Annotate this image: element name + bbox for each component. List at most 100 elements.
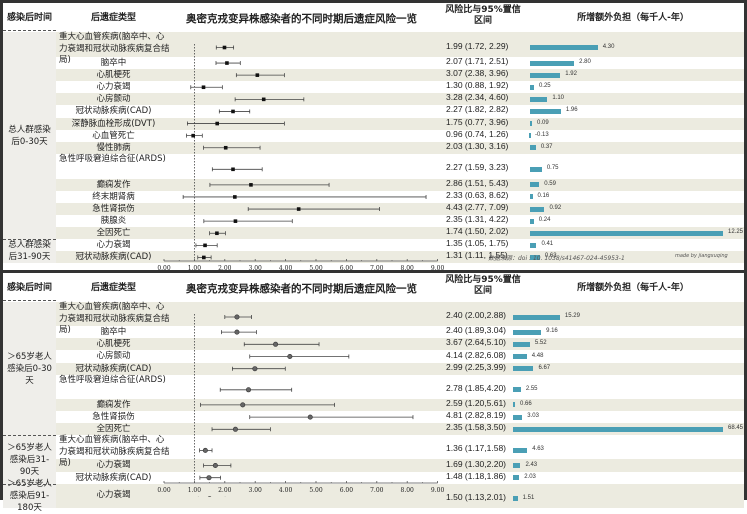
- burden-value: 15.29: [565, 313, 580, 319]
- hr-value: 4.43 (2.77, 7.09): [446, 202, 508, 212]
- burden-bar: [530, 145, 536, 150]
- hr-point: [231, 168, 235, 172]
- burden-value: 1.10: [552, 95, 564, 101]
- hr-point: [234, 219, 238, 223]
- burden-bar: [530, 109, 561, 114]
- hr-point: [224, 146, 228, 150]
- burden-bar: [513, 427, 723, 432]
- burden-bar: [530, 194, 533, 199]
- hr-value: 4.14 (2.82,6.08): [446, 350, 506, 360]
- hr-point: [231, 110, 235, 114]
- outcome-label: 心肌梗死: [56, 338, 171, 350]
- x-tick-label: 2.00: [213, 487, 237, 494]
- hr-value: 1.75 (0.77, 3.96): [446, 117, 508, 127]
- hr-point: [233, 427, 237, 431]
- hr-value: 1.35 (1.05, 1.75): [446, 238, 508, 248]
- hr-point: [215, 122, 219, 126]
- burden-bar: [513, 475, 519, 480]
- burden-bar: [513, 415, 522, 420]
- burden-bar: [513, 387, 521, 392]
- outcome-label: 脑卒中: [56, 57, 171, 69]
- burden-bar: [530, 243, 536, 248]
- outcome-label: 冠状动脉疾病(CAD): [56, 105, 171, 117]
- hr-value: 2.40 (2.00,2.88): [446, 310, 506, 320]
- hr-value: 1.36 (1.17,1.58): [446, 443, 506, 453]
- outcome-label: 全因死亡: [56, 227, 171, 239]
- burden-bar: [530, 219, 534, 224]
- hr-value: 2.35 (1.58,3.50): [446, 422, 506, 432]
- hr-value: 2.03 (1.30, 3.16): [446, 141, 508, 151]
- burden-bar: [530, 85, 534, 90]
- hr-point: [207, 476, 211, 480]
- hr-point: [203, 448, 207, 452]
- burden-bar: [530, 231, 723, 236]
- data-source: 数据来源：doi : 10. 1038/s41467-024-45953-1: [488, 253, 625, 262]
- outcome-label: 心血管死亡: [56, 130, 171, 142]
- hr-value: 1.30 (0.88, 1.92): [446, 80, 508, 90]
- burden-bar: [513, 496, 518, 501]
- hr-value: 2.27 (1.82, 2.82): [446, 104, 508, 114]
- burden-bar: [530, 167, 542, 172]
- burden-bar: [530, 73, 560, 78]
- burden-value: 1.96: [566, 107, 578, 113]
- outcome-label: 重大心血管疾病(脑卒中、心力衰竭和冠状动脉疾病复合结局): [56, 302, 171, 326]
- burden-bar: [530, 207, 544, 212]
- burden-value: 0.59: [544, 181, 556, 187]
- burden-value: 0.66: [520, 401, 532, 407]
- burden-bar: [513, 330, 541, 335]
- burden-value: 2.03: [524, 474, 536, 480]
- hr-value: 1.99 (1.72, 2.29): [446, 41, 508, 51]
- hr-point: [213, 463, 217, 467]
- burden-bar: [513, 315, 560, 320]
- hr-value: 1.48 (1.18,1.86): [446, 471, 506, 481]
- hr-point: [273, 342, 277, 346]
- outcome-label: 全因死亡: [56, 423, 171, 435]
- outcome-label: 心力衰竭: [56, 239, 171, 251]
- x-tick-label: 4.00: [274, 487, 298, 494]
- hr-point: [241, 403, 245, 407]
- burden-value: 5.52: [535, 340, 547, 346]
- x-tick-label: 8.00: [395, 487, 419, 494]
- outcome-label: 心房颤动: [56, 350, 171, 362]
- burden-bar: [513, 354, 527, 359]
- burden-value: 9.16: [546, 328, 558, 334]
- hr-value: 3.28 (2.34, 4.60): [446, 92, 508, 102]
- outcome-label: 急性呼吸窘迫综合征(ARDS): [56, 154, 171, 179]
- hr-value: 3.67 (2.64,5.10): [446, 337, 506, 347]
- hr-point: [256, 73, 260, 77]
- x-tick-label: 1.00: [182, 487, 206, 494]
- outcome-label: 冠状动脉疾病(CAD): [56, 251, 171, 263]
- outcome-label: 慢性肺病: [56, 142, 171, 154]
- outcome-label: 急性肾损伤: [56, 411, 171, 423]
- hr-value: 2.07 (1.71, 2.51): [446, 56, 508, 66]
- outcome-label: 深静脉血栓形成(DVT): [56, 118, 171, 130]
- hr-point: [225, 61, 229, 65]
- outcome-label: 脑卒中: [56, 326, 171, 338]
- x-tick-label: 7.00: [365, 487, 389, 494]
- burden-value: 4.30: [603, 44, 615, 50]
- outcome-label: 心力衰竭: [56, 81, 171, 93]
- burden-value: 0.16: [538, 193, 550, 199]
- x-tick-label: 3.00: [243, 487, 267, 494]
- hr-point: [233, 195, 237, 199]
- outcome-label: 急性呼吸窘迫综合征(ARDS): [56, 375, 171, 399]
- hr-value: 1.50 (1.13,2.01): [446, 492, 506, 502]
- x-tick-label: 6.00: [334, 487, 358, 494]
- hr-point: [202, 256, 206, 260]
- x-tick-label: 0.00: [152, 487, 176, 494]
- burden-bar: [513, 366, 533, 371]
- burden-value: 4.63: [532, 446, 544, 452]
- hr-point: [235, 330, 239, 334]
- burden-bar: [513, 463, 520, 468]
- hr-point: [308, 415, 312, 419]
- outcome-label: 终末期肾病: [56, 191, 171, 203]
- hr-value: 2.40 (1.89,3.04): [446, 325, 506, 335]
- outcome-label: 冠状动脉疾病(CAD): [56, 363, 171, 375]
- outcome-label: 心房颤动: [56, 93, 171, 105]
- burden-value: 68.45: [728, 425, 743, 431]
- hr-point: [191, 134, 195, 138]
- outcome-label: 胰腺炎: [56, 215, 171, 227]
- burden-value: 0.75: [547, 165, 559, 171]
- burden-bar: [529, 133, 531, 138]
- hr-point: [223, 46, 227, 50]
